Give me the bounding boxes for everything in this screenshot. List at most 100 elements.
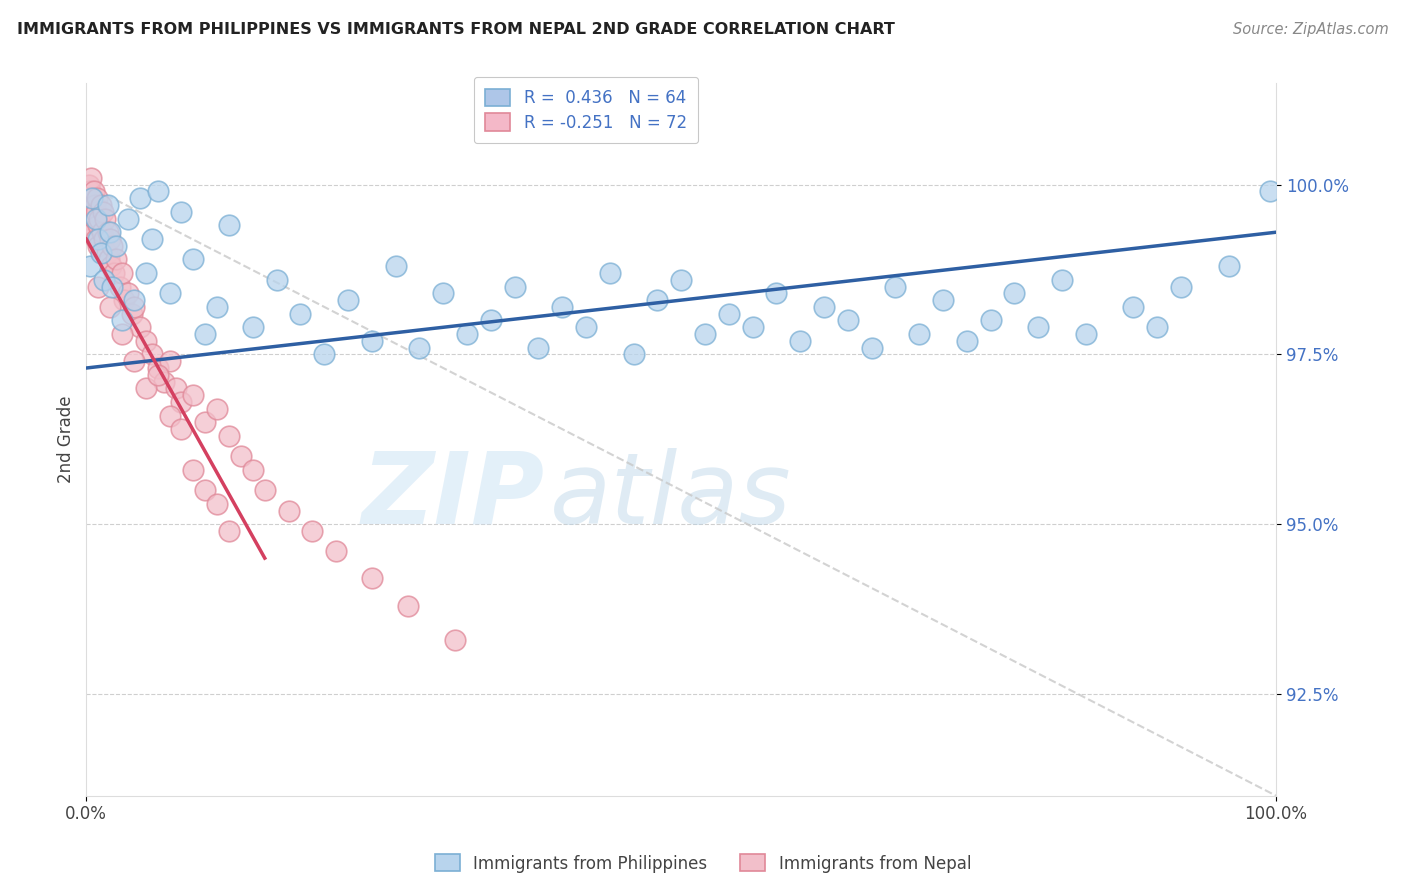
Point: [91, 204, 114, 219]
Point: [128, 191, 150, 205]
Point: [1170, 279, 1192, 293]
Point: [551, 300, 574, 314]
Point: [242, 463, 264, 477]
Point: [360, 572, 382, 586]
Point: [79, 185, 101, 199]
Point: [77, 191, 100, 205]
Text: IMMIGRANTS FROM PHILIPPINES VS IMMIGRANTS FROM NEPAL 2ND GRADE CORRELATION CHART: IMMIGRANTS FROM PHILIPPINES VS IMMIGRANT…: [17, 22, 894, 37]
Point: [1074, 327, 1097, 342]
Point: [87, 232, 110, 246]
Point: [765, 286, 787, 301]
Point: [111, 327, 134, 342]
Point: [253, 483, 276, 498]
Point: [575, 320, 598, 334]
Point: [103, 266, 125, 280]
Point: [408, 341, 430, 355]
Point: [218, 219, 240, 233]
Point: [741, 320, 763, 334]
Point: [194, 327, 217, 342]
Point: [159, 354, 181, 368]
Point: [97, 198, 120, 212]
Point: [79, 204, 101, 219]
Point: [128, 320, 150, 334]
Point: [111, 313, 134, 327]
Point: [100, 259, 122, 273]
Point: [146, 361, 169, 376]
Point: [89, 211, 111, 226]
Point: [77, 178, 100, 192]
Point: [93, 273, 115, 287]
Point: [84, 232, 107, 246]
Point: [152, 375, 174, 389]
Point: [384, 259, 406, 273]
Point: [96, 245, 118, 260]
Point: [956, 334, 979, 348]
Point: [908, 327, 931, 342]
Point: [337, 293, 360, 307]
Point: [1026, 320, 1049, 334]
Point: [693, 327, 716, 342]
Point: [112, 293, 135, 307]
Point: [84, 211, 107, 226]
Point: [456, 327, 478, 342]
Point: [1050, 273, 1073, 287]
Point: [479, 313, 502, 327]
Point: [98, 300, 121, 314]
Point: [623, 347, 645, 361]
Point: [194, 415, 217, 429]
Point: [101, 239, 124, 253]
Point: [135, 381, 157, 395]
Point: [205, 497, 228, 511]
Point: [503, 279, 526, 293]
Point: [205, 401, 228, 416]
Point: [290, 307, 312, 321]
Point: [121, 307, 143, 321]
Point: [669, 273, 692, 287]
Point: [117, 211, 139, 226]
Point: [325, 544, 347, 558]
Point: [83, 211, 105, 226]
Point: [80, 170, 103, 185]
Point: [183, 388, 205, 402]
Point: [98, 232, 121, 246]
Point: [170, 422, 193, 436]
Point: [105, 239, 128, 253]
Point: [87, 239, 110, 253]
Point: [77, 198, 100, 212]
Point: [159, 409, 181, 423]
Point: [76, 211, 98, 226]
Point: [432, 286, 454, 301]
Point: [122, 354, 145, 368]
Point: [647, 293, 669, 307]
Point: [527, 341, 550, 355]
Point: [86, 219, 108, 233]
Point: [205, 300, 228, 314]
Point: [932, 293, 955, 307]
Point: [98, 225, 121, 239]
Point: [396, 599, 419, 613]
Point: [83, 185, 105, 199]
Legend: Immigrants from Philippines, Immigrants from Nepal: Immigrants from Philippines, Immigrants …: [427, 847, 979, 880]
Point: [314, 347, 336, 361]
Point: [105, 252, 128, 267]
Point: [717, 307, 740, 321]
Point: [135, 266, 157, 280]
Point: [82, 225, 104, 239]
Point: [82, 191, 104, 205]
Point: [277, 503, 299, 517]
Point: [860, 341, 883, 355]
Point: [101, 279, 124, 293]
Point: [1258, 185, 1281, 199]
Point: [789, 334, 811, 348]
Point: [122, 293, 145, 307]
Point: [218, 429, 240, 443]
Point: [80, 219, 103, 233]
Text: ZIP: ZIP: [361, 448, 544, 545]
Point: [165, 381, 187, 395]
Point: [1002, 286, 1025, 301]
Point: [97, 252, 120, 267]
Point: [135, 334, 157, 348]
Point: [1146, 320, 1168, 334]
Point: [229, 450, 252, 464]
Y-axis label: 2nd Grade: 2nd Grade: [58, 395, 75, 483]
